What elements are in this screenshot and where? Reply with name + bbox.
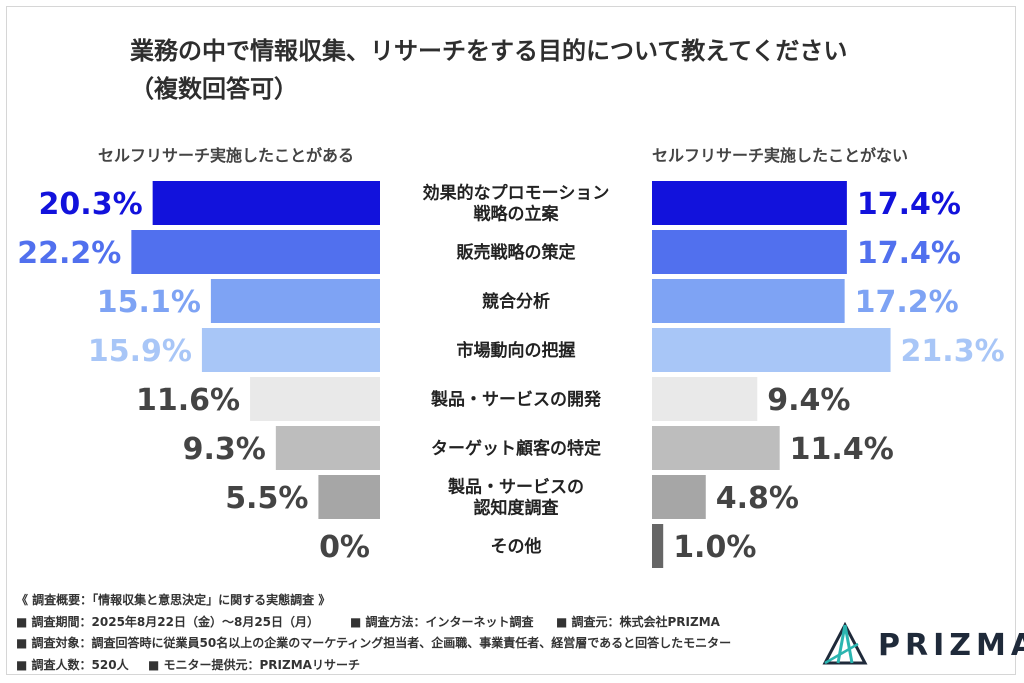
right-value-label: 9.4% (767, 383, 850, 418)
right-value-label: 4.8% (716, 481, 799, 516)
right-bar (652, 230, 847, 274)
footnote-source: ■ 調査元：株式会社PRIZMA (556, 615, 720, 629)
category-label: 効果的なプロモーション戦略の立案 (423, 183, 610, 225)
left-value-label: 11.6% (136, 383, 240, 418)
right-value-label: 21.3% (901, 334, 1005, 369)
left-value-label: 20.3% (39, 187, 143, 222)
chart-title: 業務の中で情報収集、リサーチをする目的について教えてください (130, 37, 848, 65)
left-bar (201, 328, 380, 372)
left-bar (318, 475, 380, 519)
left-value-label: 15.9% (88, 334, 192, 369)
chart-frame (6, 6, 1016, 675)
right-bar (652, 524, 664, 568)
left-value-label: 22.2% (17, 236, 121, 271)
prizma-logo: PRIZMA (822, 622, 1024, 668)
category-label: 競合分析 (482, 291, 550, 312)
right-bar (652, 181, 847, 225)
prizma-logo-icon (822, 622, 868, 665)
right-series-label: セルフリサーチ実施したことがない (652, 146, 909, 165)
footnote-method: ■ 調査方法：インターネット調査 (350, 615, 534, 629)
left-bar (152, 181, 380, 225)
left-bar (250, 377, 380, 421)
right-value-label: 1.0% (673, 530, 756, 565)
footnote-period: ■ 調査期間：2025年8月22日（金）〜8月25日（月） (16, 615, 320, 629)
footnote-count: ■ 調査人数：520人 (16, 658, 129, 672)
footnote-target: ■ 調査対象：調査回答時に従業員50名以上の企業のマーケティング担当者、企画職、… (16, 636, 732, 650)
left-bar (275, 426, 380, 470)
category-label: 製品・サービスの開発 (430, 389, 602, 410)
left-value-label: 5.5% (225, 481, 308, 516)
footnote-overview: 《 調査概要：「情報収集と意思決定」に関する実態調査 》 (16, 593, 331, 607)
right-bar (652, 475, 706, 519)
right-bar (652, 279, 845, 323)
right-value-label: 17.4% (857, 236, 961, 271)
left-bar (131, 230, 380, 274)
right-value-label: 17.2% (855, 285, 959, 320)
category-label: 製品・サービスの認知度調査 (447, 477, 584, 519)
right-value-label: 11.4% (790, 432, 894, 467)
left-value-label: 0% (319, 530, 370, 565)
left-value-label: 9.3% (183, 432, 266, 467)
category-label: ターゲット顧客の特定 (431, 438, 601, 459)
category-label: その他 (491, 536, 542, 557)
chart-subtitle: （複数回答可） (130, 75, 298, 103)
left-series-label: セルフリサーチ実施したことがある (98, 146, 355, 165)
right-value-label: 17.4% (857, 187, 961, 222)
prizma-logo-text: PRIZMA (878, 627, 1024, 663)
right-bar (652, 377, 758, 421)
right-bar (652, 426, 780, 470)
left-bar (210, 279, 380, 323)
category-label: 販売戦略の策定 (457, 242, 576, 263)
category-label: 市場動向の把握 (457, 340, 576, 361)
left-value-label: 15.1% (97, 285, 201, 320)
footnote-provider: ■ モニター提供元：PRIZMAリサーチ (148, 658, 360, 672)
right-bar (652, 328, 891, 372)
